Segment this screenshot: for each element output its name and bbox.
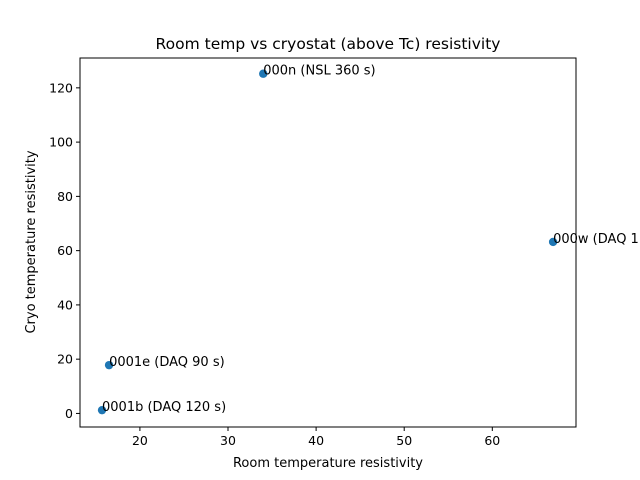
plot-area: 000n (NSL 360 s) 000w (DAQ 1 0001e (DAQ 90… <box>97 64 639 415</box>
y-tick-label: 0 <box>65 406 73 421</box>
x-tick-label: 30 <box>220 433 236 448</box>
data-point <box>97 405 107 415</box>
data-point <box>104 360 114 370</box>
x-tick-label: 60 <box>484 433 500 448</box>
y-tick-label: 20 <box>57 352 73 367</box>
y-tick-label: 40 <box>57 297 73 312</box>
y-tick-label: 80 <box>57 189 73 204</box>
chart-title: Room temp vs cryostat (above Tc) resisti… <box>156 35 501 53</box>
data-point <box>259 69 268 78</box>
y-axis-label: Cryo temperature resistivity <box>24 150 39 333</box>
x-axis: 20 30 40 50 60 <box>132 427 500 448</box>
y-tick-label: 100 <box>49 135 73 150</box>
x-tick-label: 20 <box>132 433 148 448</box>
plot-frame <box>79 57 577 428</box>
point-annotation: 000w (DAQ 1 <box>553 232 639 247</box>
x-tick-label: 40 <box>308 433 324 448</box>
y-axis: 0 20 40 60 80 100 120 <box>49 80 80 421</box>
point-annotation: 0001b (DAQ 120 s) <box>102 400 226 415</box>
point-annotation: 000n (NSL 360 s) <box>263 64 375 79</box>
y-tick-label: 120 <box>49 80 73 95</box>
x-axis-label: Room temperature resistivity <box>233 456 423 471</box>
y-tick-label: 60 <box>57 243 73 258</box>
x-tick-label: 50 <box>396 433 412 448</box>
data-point <box>548 237 558 247</box>
point-annotation: 0001e (DAQ 90 s) <box>109 355 225 370</box>
